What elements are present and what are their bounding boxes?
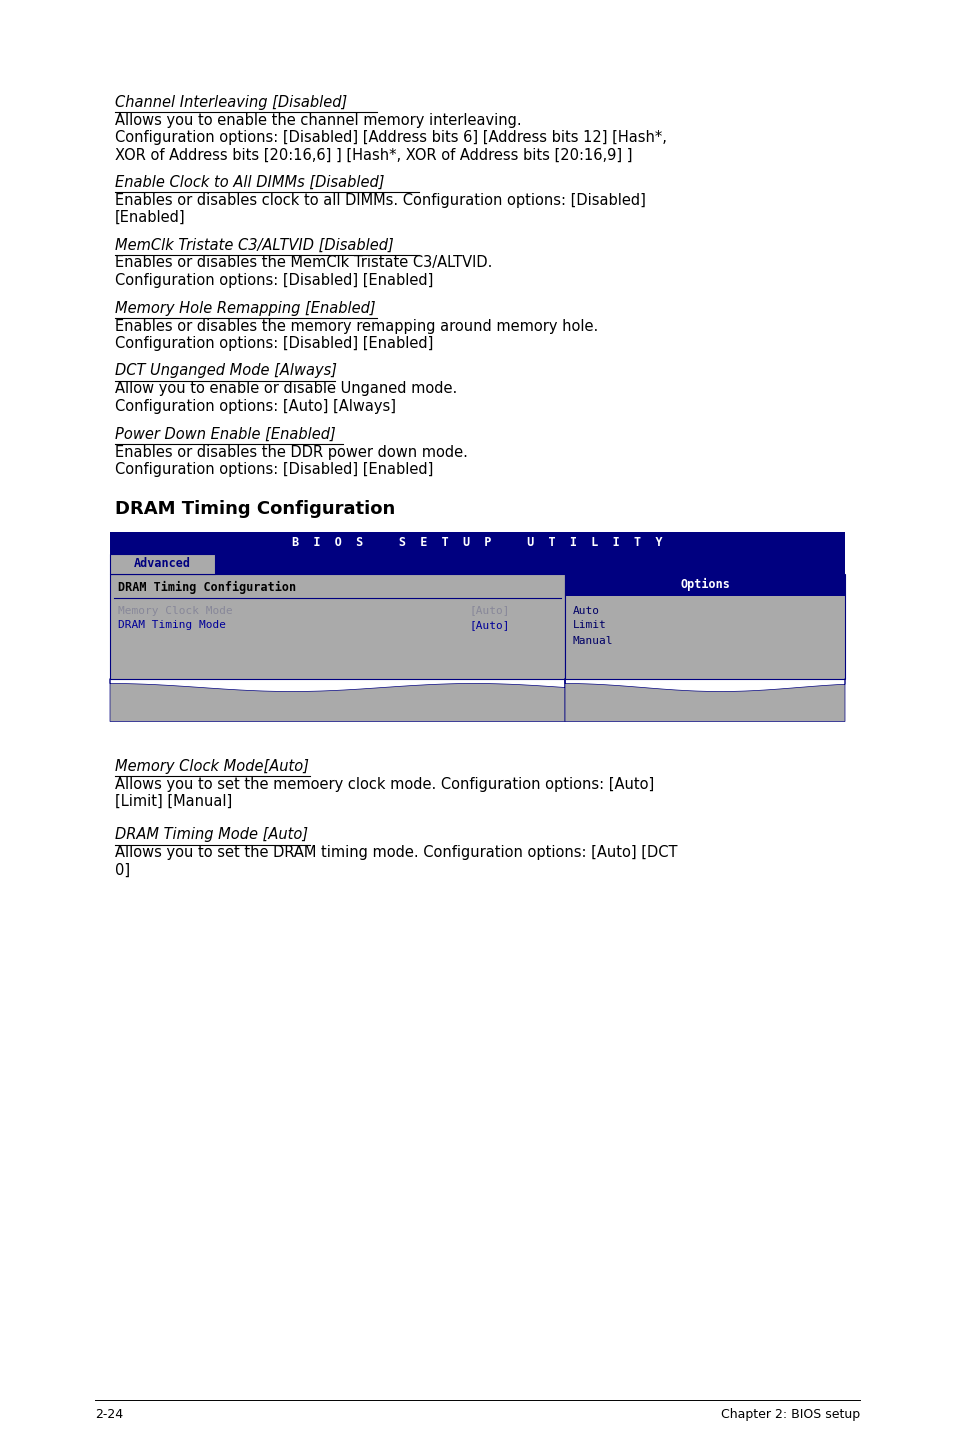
Text: B  I  O  S     S  E  T  U  P     U  T  I  L  I  T  Y: B I O S S E T U P U T I L I T Y [292,536,662,549]
Text: Enables or disables the DDR power down mode.
Configuration options: [Disabled] [: Enables or disables the DDR power down m… [115,444,467,477]
Text: DRAM Timing Configuration: DRAM Timing Configuration [118,581,295,594]
Text: Memory Hole Remapping [Enabled]: Memory Hole Remapping [Enabled] [115,301,375,315]
Text: MemClk Tristate C3/ALTVID [Disabled]: MemClk Tristate C3/ALTVID [Disabled] [115,237,394,253]
Polygon shape [110,679,564,722]
Bar [110,532,844,554]
Text: Limit: Limit [573,621,606,630]
Bar [564,574,844,595]
Text: Chapter 2: BIOS setup: Chapter 2: BIOS setup [720,1408,859,1421]
Text: Allows you to enable the channel memory interleaving.
Configuration options: [Di: Allows you to enable the channel memory … [115,114,666,162]
Text: Memory Clock Mode[Auto]: Memory Clock Mode[Auto] [115,758,309,774]
Text: Channel Interleaving [Disabled]: Channel Interleaving [Disabled] [115,95,347,109]
Text: Enable Clock to All DIMMs [Disabled]: Enable Clock to All DIMMs [Disabled] [115,174,384,190]
Text: Allows you to set the DRAM timing mode. Configuration options: [Auto] [DCT
0]: Allows you to set the DRAM timing mode. … [115,846,677,879]
Bar [110,554,214,574]
Text: Memory Clock Mode: Memory Clock Mode [118,605,233,615]
Text: Enables or disables the MemClk Tristate C3/ALTVID.
Configuration options: [Disab: Enables or disables the MemClk Tristate … [115,256,492,288]
Text: DRAM Timing Mode [Auto]: DRAM Timing Mode [Auto] [115,827,308,843]
Text: [Auto]: [Auto] [470,621,510,630]
Text: Allow you to enable or disable Unganed mode.
Configuration options: [Auto] [Alwa: Allow you to enable or disable Unganed m… [115,381,456,414]
Text: Auto: Auto [573,605,599,615]
Bar [564,574,844,679]
Text: Advanced: Advanced [133,557,191,569]
Text: DRAM Timing Mode: DRAM Timing Mode [118,621,226,630]
Text: DCT Unganged Mode [Always]: DCT Unganged Mode [Always] [115,364,336,378]
Text: Allows you to set the memoery clock mode. Configuration options: [Auto]
[Limit] : Allows you to set the memoery clock mode… [115,777,654,810]
Text: Enables or disables clock to all DIMMs. Configuration options: [Disabled]
[Enabl: Enables or disables clock to all DIMMs. … [115,193,645,224]
Text: 2-24: 2-24 [95,1408,123,1421]
Text: Power Down Enable [Enabled]: Power Down Enable [Enabled] [115,427,335,441]
Text: Manual: Manual [573,636,613,646]
Text: Options: Options [679,578,729,591]
Text: [Auto]: [Auto] [470,605,510,615]
Text: Enables or disables the memory remapping around memory hole.
Configuration optio: Enables or disables the memory remapping… [115,318,598,351]
Text: DRAM Timing Configuration: DRAM Timing Configuration [115,499,395,518]
Polygon shape [564,679,844,722]
Bar [110,554,844,574]
Bar [110,574,564,679]
